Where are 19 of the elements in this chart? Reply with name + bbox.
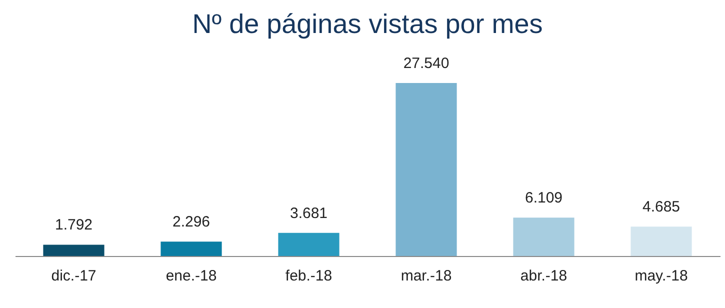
data-label: 6.109 bbox=[524, 190, 563, 207]
x-tick-label: mar.-18 bbox=[400, 268, 452, 284]
bar bbox=[513, 218, 574, 256]
bar bbox=[43, 244, 104, 256]
bar bbox=[278, 232, 340, 256]
data-label: 1.792 bbox=[54, 216, 93, 234]
bar bbox=[160, 242, 222, 256]
x-tick-label: dic.-17 bbox=[51, 268, 96, 284]
bar bbox=[396, 83, 457, 256]
data-label: 2.296 bbox=[172, 214, 210, 231]
data-label: 4.685 bbox=[642, 198, 680, 216]
x-tick-label: ene.-18 bbox=[166, 268, 217, 284]
x-tick-label: abr.-18 bbox=[520, 268, 568, 284]
chart-title: Nº de páginas vistas por mes bbox=[192, 9, 543, 39]
data-label: 3.681 bbox=[290, 204, 328, 222]
x-tick-label: may.-18 bbox=[634, 268, 688, 284]
data-label: 27.540 bbox=[403, 55, 450, 72]
x-tick-label: feb.-18 bbox=[285, 268, 332, 284]
bar bbox=[630, 226, 692, 256]
